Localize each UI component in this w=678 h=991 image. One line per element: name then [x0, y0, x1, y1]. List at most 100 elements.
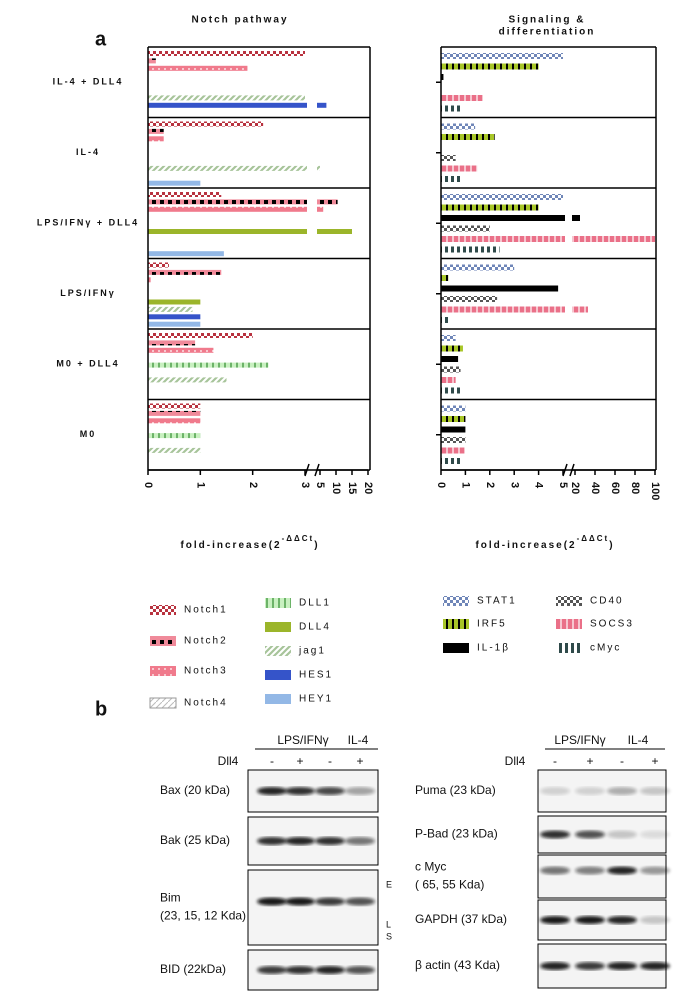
row-label: Puma (23 kDa)	[415, 783, 496, 797]
bar	[148, 199, 338, 205]
blot-band	[607, 787, 637, 795]
x-tick-label: 15	[346, 482, 358, 494]
bar	[441, 387, 461, 394]
blot-band	[315, 837, 345, 845]
x-tick-label: 60	[609, 482, 621, 494]
blot-band	[315, 897, 345, 906]
panel-label: b	[95, 698, 107, 720]
panel-label: a	[95, 28, 107, 50]
sign-label: -	[328, 754, 332, 768]
legend-swatch	[265, 598, 291, 608]
bar	[148, 51, 305, 56]
sign-label: -	[553, 754, 557, 768]
bar	[441, 437, 466, 443]
bar	[148, 206, 324, 212]
sign-label: -	[270, 754, 274, 768]
x-axis-label: fold-increase(2-ΔΔCt)	[475, 534, 614, 551]
blot-band	[607, 962, 637, 970]
blot-band	[257, 837, 287, 845]
bar	[441, 134, 495, 140]
blot-band	[345, 787, 375, 795]
legend-label: IL-1β	[477, 643, 510, 654]
bar	[441, 447, 466, 454]
sign-label: +	[296, 754, 303, 768]
legend-label: DLL1	[299, 598, 331, 609]
x-tick-label: 10	[330, 482, 342, 494]
chart-title: differentiation	[499, 27, 596, 38]
legend-label: jag1	[298, 646, 326, 657]
sign-label: +	[356, 754, 363, 768]
bar	[148, 299, 201, 305]
bar	[148, 251, 224, 257]
blot-band	[285, 787, 315, 795]
bar	[148, 306, 193, 312]
legend-label: STAT1	[477, 596, 517, 607]
blot-band	[575, 962, 605, 970]
legend-swatch	[150, 666, 176, 676]
group-label: IL-4	[348, 733, 369, 747]
x-tick-label: 1	[459, 482, 471, 488]
legend-label: Notch4	[184, 698, 228, 709]
bar	[441, 356, 459, 362]
bar	[441, 345, 463, 352]
x-tick-label: 20	[362, 482, 374, 494]
bar	[148, 121, 264, 127]
x-tick-label: 4	[533, 482, 545, 489]
x-tick-label: 0	[142, 482, 154, 488]
band-label: E	[386, 879, 392, 889]
legend-label: IRF5	[477, 619, 507, 630]
legend-swatch	[556, 596, 582, 606]
blot-band	[640, 830, 670, 839]
blot-band	[540, 962, 570, 970]
band-label: S	[386, 931, 392, 941]
blot-band	[607, 866, 637, 875]
bar	[441, 236, 655, 242]
bar	[148, 403, 201, 409]
legend-swatch	[265, 670, 291, 680]
bar	[148, 418, 201, 424]
bar	[148, 347, 214, 353]
chart-title: Signaling &	[509, 15, 586, 26]
legend-label: cMyc	[590, 643, 621, 654]
bar	[441, 215, 580, 221]
bar	[148, 180, 201, 186]
blot-band	[640, 962, 670, 970]
chart-title: Notch pathway	[191, 15, 288, 26]
category-label: IL-4	[76, 147, 100, 157]
bar	[441, 416, 466, 422]
x-tick-label: 2	[484, 482, 496, 488]
row-label: Bak (25 kDa)	[160, 833, 230, 847]
blot-band	[315, 787, 345, 795]
category-label: IL-4 + DLL4	[53, 77, 124, 87]
blot-band	[540, 916, 570, 924]
x-axis-label-part: -ΔΔCt	[577, 534, 610, 543]
bar	[441, 246, 500, 253]
blot-band	[540, 830, 570, 839]
row-label: β actin (43 Kda)	[415, 958, 500, 972]
legend-label: Notch2	[184, 636, 228, 647]
blot-band	[640, 866, 670, 875]
blot-band	[607, 830, 637, 839]
treatment-label: Dll4	[218, 754, 239, 768]
bar	[441, 194, 563, 200]
category-label: M0 + DLL4	[56, 359, 119, 369]
bar	[441, 204, 539, 211]
blot-band	[607, 916, 637, 924]
row-label: GAPDH (37 kDa)	[415, 912, 507, 926]
bar	[148, 136, 164, 142]
x-axis-label-part: )	[609, 540, 614, 551]
bar	[441, 95, 483, 101]
legend-swatch	[265, 694, 291, 704]
legend-swatch	[443, 643, 469, 653]
legend-swatch	[443, 596, 469, 606]
bar	[148, 262, 169, 268]
category-label: LPS/IFNγ	[60, 288, 116, 298]
bar	[441, 366, 461, 373]
bar	[441, 306, 588, 313]
bar	[148, 333, 253, 338]
category-label: M0	[80, 429, 97, 439]
x-axis-label: fold-increase(2-ΔΔCt)	[180, 534, 319, 551]
x-tick-label: 20	[569, 482, 581, 494]
blot-band	[285, 837, 315, 845]
treatment-label: Dll4	[505, 754, 526, 768]
